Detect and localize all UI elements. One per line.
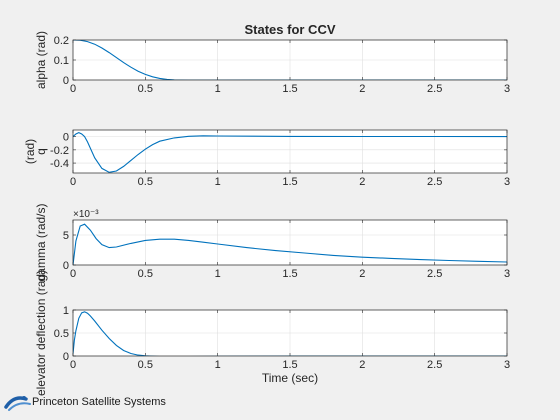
series-line-elevator — [73, 311, 507, 356]
subplot-4: 0 0.5 1 1.5 2 2.5 3 0 0.5 1 Time (sec) elevator def… — [34, 270, 510, 396]
x-tick-label: 1.5 — [282, 359, 297, 371]
y-tick-label: 0.1 — [54, 55, 69, 67]
subplot-1: 0 0.5 1 1.5 2 2.5 3 0 0.1 0.2 States for CCV alpha … — [34, 22, 510, 95]
x-tick-label: 0 — [70, 359, 76, 371]
x-tick-label: 2.5 — [427, 268, 442, 280]
x-tick-label: 2 — [359, 83, 365, 95]
x-tick-label: 2 — [359, 268, 365, 280]
subplot-3: 0 0.5 1 1.5 2 2.5 3 0 5 ×10⁻³ gamma (rad/s) — [34, 203, 510, 281]
brand-name: Princeton Satellite Systems — [32, 396, 166, 408]
y-tick-label: -0.2 — [50, 145, 69, 157]
y-tick-label: 0 — [63, 75, 69, 87]
y-tick-label: 0 — [63, 351, 69, 363]
x-tick-label: 0 — [70, 268, 76, 280]
x-tick-label: 1.5 — [282, 83, 297, 95]
x-tick-label: 0 — [70, 83, 76, 95]
pss-logo-icon — [4, 389, 32, 415]
x-tick-label: 1 — [215, 268, 221, 280]
axes-box — [72, 309, 508, 357]
y-tick-label: -0.4 — [50, 158, 69, 170]
y-axis-label: gamma (rad/s) — [34, 203, 48, 281]
y-tick-label: 0 — [63, 132, 69, 144]
x-tick-label: 3 — [504, 83, 510, 95]
y-axis-label: (rad) — [23, 139, 37, 164]
x-tick-label: 3 — [504, 359, 510, 371]
y-tick-label: 0.5 — [54, 328, 69, 340]
y-tick-label: 0 — [63, 260, 69, 272]
x-tick-label: 2 — [359, 176, 365, 188]
x-tick-label: 1 — [215, 359, 221, 371]
x-tick-label: 0 — [70, 176, 76, 188]
x-tick-label: 1 — [215, 83, 221, 95]
axes-box — [72, 39, 508, 81]
x-tick-label: 2.5 — [427, 176, 442, 188]
x-axis-label: Time (sec) — [262, 371, 318, 385]
series-line-q — [73, 131, 507, 173]
x-tick-label: 0.5 — [138, 359, 153, 371]
series-line-gamma — [73, 223, 507, 265]
x-tick-label: 1.5 — [282, 268, 297, 280]
x-tick-label: 2 — [359, 359, 365, 371]
y-tick-label: 0.2 — [54, 35, 69, 47]
axes-box — [72, 129, 508, 174]
y-tick-label: 1 — [63, 305, 69, 317]
y-axis-label: q — [34, 148, 48, 155]
x-tick-label: 1 — [215, 176, 221, 188]
x-tick-label: 1.5 — [282, 176, 297, 188]
subplot-2: 0 0.5 1 1.5 2 2.5 30-0.2-0.4q(rad) — [23, 129, 510, 188]
x-tick-label: 0.5 — [138, 176, 153, 188]
y-axis-label: alpha (rad) — [34, 31, 48, 89]
footer: Princeton Satellite Systems — [4, 389, 166, 415]
x-tick-label: 2.5 — [427, 83, 442, 95]
x-tick-label: 0.5 — [138, 268, 153, 280]
y-axis-label: elevator deflection (rad) — [34, 270, 48, 396]
chart-title: States for CCV — [244, 22, 335, 37]
axes-box — [72, 219, 508, 266]
series-line-alpha — [73, 40, 507, 80]
x-tick-label: 2.5 — [427, 359, 442, 371]
x-tick-label: 3 — [504, 176, 510, 188]
x-tick-label: 0.5 — [138, 83, 153, 95]
y-tick-label: 5 — [63, 230, 69, 242]
x-tick-label: 3 — [504, 268, 510, 280]
y-exponent-label: ×10⁻³ — [73, 209, 99, 220]
